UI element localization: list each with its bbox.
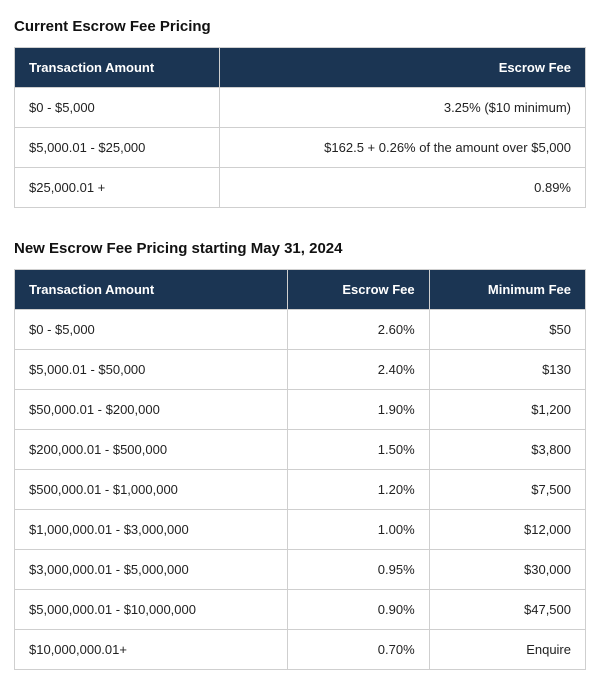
cell-amount: $5,000.01 - $25,000 (15, 128, 220, 168)
cell-min: $7,500 (429, 470, 585, 510)
cell-fee: 0.89% (219, 168, 585, 208)
cell-amount: $1,000,000.01 - $3,000,000 (15, 510, 288, 550)
current-pricing-table: Transaction Amount Escrow Fee $0 - $5,00… (14, 47, 586, 208)
table-row: $25,000.01 + 0.89% (15, 168, 586, 208)
table-row: $0 - $5,000 2.60% $50 (15, 310, 586, 350)
cell-fee: $162.5 + 0.26% of the amount over $5,000 (219, 128, 585, 168)
cell-fee: 1.00% (288, 510, 429, 550)
table-row: $0 - $5,000 3.25% ($10 minimum) (15, 88, 586, 128)
col-escrow-fee: Escrow Fee (288, 270, 429, 310)
cell-amount: $5,000,000.01 - $10,000,000 (15, 590, 288, 630)
new-pricing-table: Transaction Amount Escrow Fee Minimum Fe… (14, 269, 586, 670)
cell-fee: 2.40% (288, 350, 429, 390)
cell-min: $47,500 (429, 590, 585, 630)
cell-min: Enquire (429, 630, 585, 670)
cell-amount: $200,000.01 - $500,000 (15, 430, 288, 470)
cell-fee: 1.20% (288, 470, 429, 510)
cell-fee: 2.60% (288, 310, 429, 350)
table-row: $3,000,000.01 - $5,000,000 0.95% $30,000 (15, 550, 586, 590)
table-row: $500,000.01 - $1,000,000 1.20% $7,500 (15, 470, 586, 510)
cell-amount: $50,000.01 - $200,000 (15, 390, 288, 430)
cell-amount: $3,000,000.01 - $5,000,000 (15, 550, 288, 590)
table-row: $50,000.01 - $200,000 1.90% $1,200 (15, 390, 586, 430)
cell-min: $3,800 (429, 430, 585, 470)
table-row: $5,000.01 - $25,000 $162.5 + 0.26% of th… (15, 128, 586, 168)
cell-min: $1,200 (429, 390, 585, 430)
cell-amount: $0 - $5,000 (15, 88, 220, 128)
cell-min: $130 (429, 350, 585, 390)
table-row: $5,000,000.01 - $10,000,000 0.90% $47,50… (15, 590, 586, 630)
cell-min: $50 (429, 310, 585, 350)
cell-amount: $10,000,000.01+ (15, 630, 288, 670)
cell-amount: $500,000.01 - $1,000,000 (15, 470, 288, 510)
table-row: $10,000,000.01+ 0.70% Enquire (15, 630, 586, 670)
cell-amount: $25,000.01 + (15, 168, 220, 208)
cell-amount: $5,000.01 - $50,000 (15, 350, 288, 390)
new-pricing-title: New Escrow Fee Pricing starting May 31, … (14, 240, 586, 257)
cell-amount: $0 - $5,000 (15, 310, 288, 350)
col-transaction-amount: Transaction Amount (15, 270, 288, 310)
col-minimum-fee: Minimum Fee (429, 270, 585, 310)
current-pricing-title: Current Escrow Fee Pricing (14, 18, 586, 35)
cell-fee: 1.50% (288, 430, 429, 470)
table-header-row: Transaction Amount Escrow Fee (15, 48, 586, 88)
table-header-row: Transaction Amount Escrow Fee Minimum Fe… (15, 270, 586, 310)
table-row: $1,000,000.01 - $3,000,000 1.00% $12,000 (15, 510, 586, 550)
cell-fee: 0.70% (288, 630, 429, 670)
cell-min: $12,000 (429, 510, 585, 550)
spacer (14, 208, 586, 236)
table-row: $5,000.01 - $50,000 2.40% $130 (15, 350, 586, 390)
cell-fee: 3.25% ($10 minimum) (219, 88, 585, 128)
table-row: $200,000.01 - $500,000 1.50% $3,800 (15, 430, 586, 470)
col-transaction-amount: Transaction Amount (15, 48, 220, 88)
col-escrow-fee: Escrow Fee (219, 48, 585, 88)
cell-fee: 0.95% (288, 550, 429, 590)
cell-min: $30,000 (429, 550, 585, 590)
cell-fee: 0.90% (288, 590, 429, 630)
cell-fee: 1.90% (288, 390, 429, 430)
